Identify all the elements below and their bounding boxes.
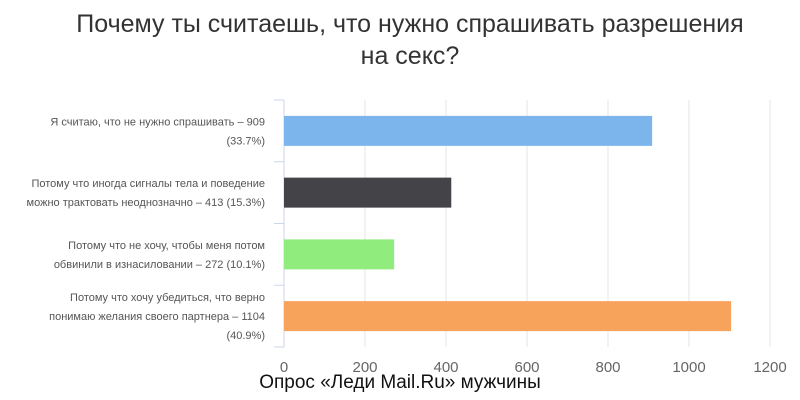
bar — [284, 115, 653, 146]
category-labels: Я считаю, что не нужно спрашивать – 909 (… — [27, 116, 265, 342]
x-tick-label: 800 — [595, 359, 620, 376]
category-label-line: обвинили в изнасиловании – 272 (10.1%) — [54, 259, 265, 271]
category-label-line: (40.9%) — [226, 330, 265, 342]
x-tick-label: 1200 — [753, 359, 786, 376]
chart-title-line-1: Почему ты считаешь, что нужно спрашивать… — [76, 10, 744, 38]
x-tick-label: 0 — [280, 359, 288, 376]
bar — [284, 177, 452, 208]
bars — [284, 115, 732, 332]
category-label-line: можно трактовать неоднозначно – 413 (15.… — [27, 197, 265, 209]
category-label: Потому что хочу убедиться, что верно пони… — [49, 292, 265, 342]
x-tick-label: 600 — [514, 359, 539, 376]
chart-title-line-2: на секс? — [360, 42, 460, 70]
bar — [284, 301, 732, 332]
category-label-line: Потому что не хочу, чтобы меня потом — [68, 240, 265, 252]
survey-source-caption: Опрос «Леди Mail.Ru» мужчины — [259, 372, 541, 393]
category-label-line: Потому что хочу убедиться, что верно — [70, 292, 265, 304]
category-label-line: (33.7%) — [226, 135, 265, 147]
bar — [284, 239, 395, 270]
category-label: Потому что не хочу, чтобы меня потом обви… — [54, 240, 265, 271]
x-tick-labels: 0 200 400 600 800 1000 1200 — [280, 359, 787, 376]
category-label-line: Потому что иногда сигналы тела и поведен… — [31, 178, 265, 190]
chart-title: Почему ты считаешь, что нужно спрашивать… — [40, 8, 780, 72]
category-label-line: Я считаю, что не нужно спрашивать – 909 — [50, 116, 265, 128]
category-label: Я считаю, что не нужно спрашивать – 909 (… — [50, 116, 265, 147]
category-label-line: понимаю желания своего партнера – 1104 — [49, 311, 265, 323]
x-tick-label: 1000 — [672, 359, 705, 376]
category-label: Потому что иногда сигналы тела и поведен… — [27, 178, 265, 209]
x-tick-label: 200 — [352, 359, 377, 376]
y-axis — [274, 99, 285, 348]
x-tick-label: 400 — [433, 359, 458, 376]
